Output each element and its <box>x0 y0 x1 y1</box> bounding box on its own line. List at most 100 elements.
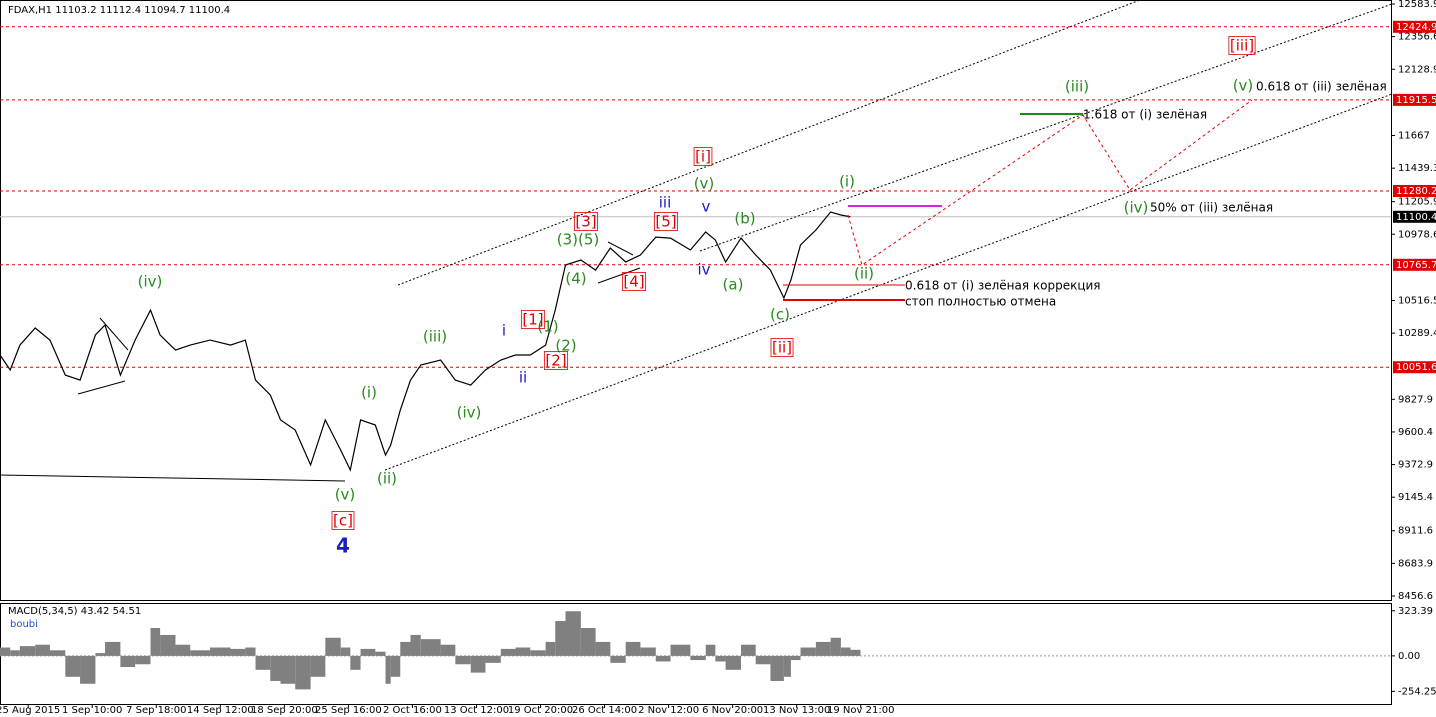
wave-label: (v) <box>694 175 715 193</box>
y-tick-label: 8911.6 <box>1398 526 1433 537</box>
y-tick-label: 11205.9 <box>1398 197 1436 208</box>
level-label: 11915.5 <box>1396 95 1436 106</box>
y-tick-label: 10289.4 <box>1398 328 1436 339</box>
macd-bar <box>555 621 566 656</box>
macd-bar <box>815 641 831 656</box>
macd-bar <box>65 655 81 677</box>
macd-bar <box>135 655 151 665</box>
macd-bar <box>120 655 136 668</box>
trend-line <box>0 474 346 482</box>
wave-label: [5] <box>655 213 676 231</box>
macd-bar <box>485 655 501 663</box>
wave-label: [1] <box>522 311 543 329</box>
wave-label: 4 <box>336 534 350 558</box>
wave-label: (a) <box>723 276 744 294</box>
wave-label: [2] <box>545 352 566 370</box>
macd-bar <box>325 637 341 656</box>
macd-bar <box>400 641 411 656</box>
macd-bar <box>790 655 801 661</box>
wave-label: (ii) <box>377 470 397 488</box>
note: 0.618 от (iii) зелёная <box>1256 80 1387 94</box>
macd-bar <box>190 650 211 656</box>
macd-bar <box>840 647 851 656</box>
x-tick-label: 25 Aug 2015 <box>0 705 60 716</box>
y-tick-label: 11667 <box>1398 131 1430 142</box>
x-tick-label: 7 Sep 18:00 <box>126 705 186 716</box>
macd-bar <box>310 655 326 677</box>
macd-bar <box>410 634 421 656</box>
x-tick-label: 14 Sep 12:00 <box>187 705 254 716</box>
y-tick-label: 12583.9 <box>1398 0 1436 10</box>
trend-line <box>597 267 641 284</box>
trend-line <box>99 317 129 351</box>
x-tick-label: 26 Oct 14:00 <box>572 705 637 716</box>
macd-bar <box>420 639 441 656</box>
macd-bar <box>160 634 176 656</box>
label-box <box>621 272 647 291</box>
y-tick-label: 10516.5 <box>1398 296 1436 307</box>
y-tick-label: 0.00 <box>1398 651 1420 662</box>
wave-label: (v) <box>1233 77 1254 95</box>
macd-bar <box>19 646 36 656</box>
label-box <box>573 212 599 231</box>
wave-label: (iv) <box>457 404 482 422</box>
wave-label: iv <box>697 261 710 279</box>
channel-line <box>699 3 1393 252</box>
macd-bar <box>800 647 816 656</box>
level-label: 12424.9 <box>1396 22 1436 33</box>
x-tick-label: 2 Nov 12:00 <box>638 705 699 716</box>
macd-subtitle: boubi <box>10 619 38 630</box>
macd-bar <box>690 655 706 661</box>
x-tick-label: 18 Sep 20:00 <box>251 705 318 716</box>
last-price-box <box>1393 210 1436 223</box>
macd-bar <box>470 655 486 673</box>
trend-line <box>77 380 126 395</box>
wave-label: (v) <box>335 486 356 504</box>
level-box <box>1393 20 1436 33</box>
x-tick-label: 19 Nov 21:00 <box>827 705 894 716</box>
macd-bar <box>0 647 11 656</box>
macd-bar <box>455 655 471 665</box>
y-tick-label: 8683.9 <box>1398 558 1433 569</box>
wave-label: (b) <box>734 210 755 228</box>
macd-bar <box>783 655 791 677</box>
wave-label: (iv) <box>1124 199 1149 217</box>
y-tick-label: -254.25 <box>1398 686 1436 697</box>
wave-label: [i] <box>695 148 711 166</box>
macd-bar <box>545 641 556 656</box>
wave-label: ii <box>519 369 527 387</box>
macd-bar <box>610 655 626 663</box>
macd-bar <box>580 627 596 656</box>
wave-label: (iv) <box>138 273 163 291</box>
label-box <box>331 511 355 530</box>
wave-label: (iii) <box>423 328 447 346</box>
wave-label: (ii) <box>854 265 874 283</box>
macd-bar <box>755 655 771 665</box>
macd-bar <box>390 655 401 677</box>
macd-bar <box>740 644 756 656</box>
macd-bar <box>385 655 391 684</box>
label-box <box>543 351 569 370</box>
annotations: (iv) (v) (i) (ii) (iii) (iv) (1) (2) (3)… <box>138 36 1387 558</box>
macd-bar <box>295 655 311 690</box>
macd-bar <box>595 641 611 656</box>
label-box <box>770 338 794 357</box>
y-tick-label: 12356.6 <box>1398 32 1436 43</box>
y-tick-label: 9827.9 <box>1398 394 1433 405</box>
macd-bar <box>565 611 581 656</box>
projection-path <box>847 99 1253 266</box>
note: стоп полностью отмена <box>905 295 1056 309</box>
macd-bar <box>230 648 246 656</box>
macd-bar <box>255 655 271 670</box>
wave-label: [c] <box>333 512 353 530</box>
label-box <box>520 310 546 329</box>
macd-title: MACD(5,34,5) 43.42 54.51 <box>8 606 141 617</box>
macd-bar <box>640 647 656 656</box>
macd-bar <box>500 648 516 656</box>
macd-bar <box>850 649 861 656</box>
macd-bar <box>95 653 106 656</box>
macd-bar <box>340 647 351 656</box>
wave-label: (c) <box>770 306 790 324</box>
x-tick-label: 1 Sep 10:00 <box>62 705 122 716</box>
